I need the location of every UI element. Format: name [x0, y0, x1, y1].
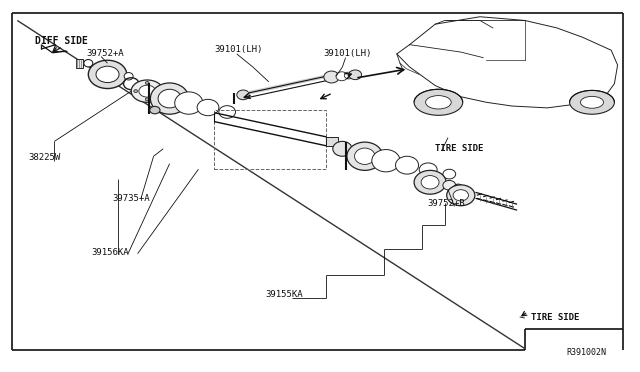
Ellipse shape — [349, 70, 362, 80]
Text: 39735+A: 39735+A — [112, 194, 150, 203]
Text: 38225W: 38225W — [29, 153, 61, 162]
Ellipse shape — [324, 71, 339, 83]
Ellipse shape — [414, 170, 446, 194]
Ellipse shape — [414, 89, 463, 115]
Ellipse shape — [150, 106, 160, 114]
Bar — [76, 59, 83, 68]
Ellipse shape — [145, 81, 149, 84]
Ellipse shape — [157, 90, 161, 93]
Ellipse shape — [219, 106, 236, 118]
Ellipse shape — [421, 176, 439, 189]
Text: 39156KA: 39156KA — [92, 248, 129, 257]
Ellipse shape — [158, 89, 181, 108]
Ellipse shape — [396, 156, 419, 174]
Bar — [326, 137, 338, 146]
Text: TIRE SIDE: TIRE SIDE — [435, 144, 484, 153]
Ellipse shape — [580, 96, 604, 108]
Text: 39155KA: 39155KA — [266, 291, 303, 299]
Ellipse shape — [344, 72, 353, 79]
Ellipse shape — [570, 90, 614, 114]
Ellipse shape — [88, 60, 127, 89]
Ellipse shape — [336, 72, 348, 81]
Ellipse shape — [145, 98, 149, 101]
Ellipse shape — [443, 180, 456, 190]
Ellipse shape — [426, 96, 451, 109]
Ellipse shape — [372, 150, 400, 172]
Ellipse shape — [124, 73, 133, 80]
Ellipse shape — [454, 184, 463, 191]
Ellipse shape — [237, 90, 250, 100]
Ellipse shape — [443, 169, 456, 179]
Ellipse shape — [333, 141, 352, 156]
Text: 39101(LH): 39101(LH) — [214, 45, 263, 54]
Ellipse shape — [355, 148, 375, 164]
Ellipse shape — [139, 85, 156, 97]
Ellipse shape — [96, 66, 119, 83]
Text: 39752+A: 39752+A — [86, 49, 124, 58]
Text: R391002N: R391002N — [566, 348, 607, 357]
Ellipse shape — [175, 92, 203, 114]
Ellipse shape — [197, 99, 219, 116]
Ellipse shape — [131, 80, 163, 102]
Text: DIFF SIDE: DIFF SIDE — [35, 36, 88, 46]
Ellipse shape — [84, 60, 93, 67]
Text: TIRE SIDE: TIRE SIDE — [531, 313, 580, 322]
Ellipse shape — [347, 142, 383, 170]
Ellipse shape — [453, 190, 468, 201]
Text: 39101(LH): 39101(LH) — [323, 49, 372, 58]
Ellipse shape — [419, 163, 437, 176]
Ellipse shape — [134, 90, 138, 93]
Text: 39752+B: 39752+B — [428, 199, 465, 208]
Ellipse shape — [150, 83, 189, 114]
Bar — [214, 110, 326, 169]
Ellipse shape — [447, 185, 475, 206]
